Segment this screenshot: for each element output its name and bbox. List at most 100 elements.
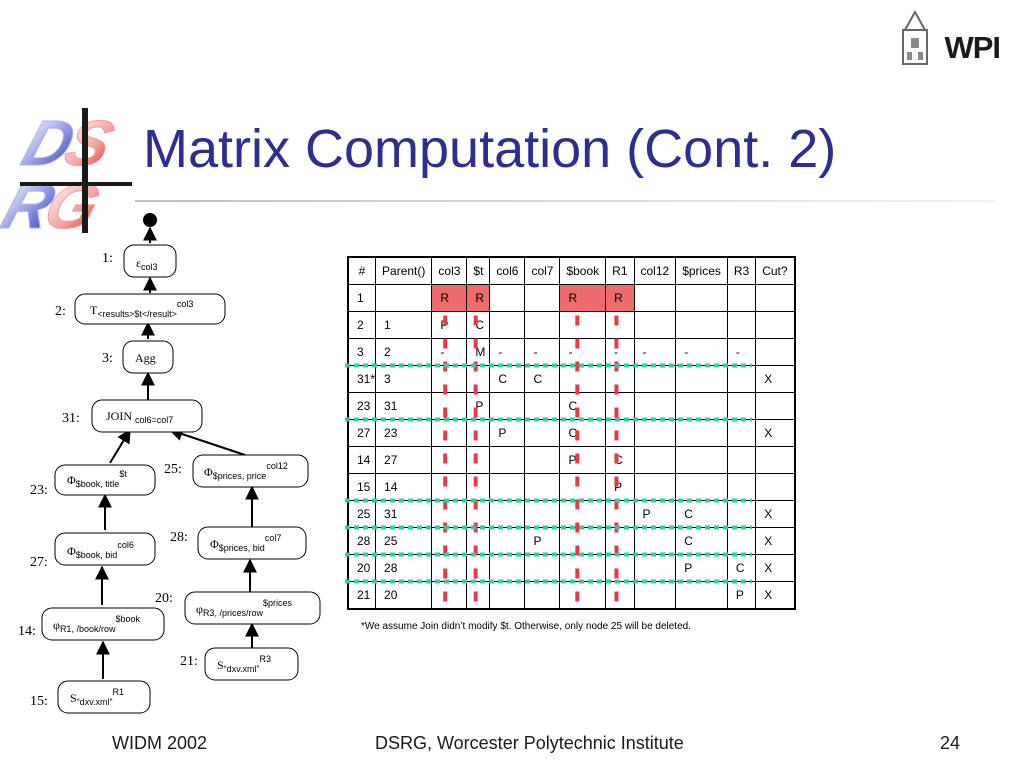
matrix-cell: X — [755, 365, 796, 393]
matrix-cell — [633, 446, 677, 474]
matrix-cell — [633, 284, 677, 312]
node-1-label: εcol3 — [136, 256, 158, 272]
matrix-cell: 1 — [347, 284, 377, 312]
matrix-cell — [755, 338, 796, 366]
matrix-cell — [726, 527, 757, 555]
matrix-cell — [559, 500, 607, 528]
table-row: 20 28 P C X — [347, 554, 796, 582]
node-23-subscript: $book, title — [76, 479, 120, 489]
node-3-label: Agg — [135, 351, 156, 365]
matrix-cell — [726, 284, 757, 312]
matrix-header-cell: col12 — [633, 256, 677, 285]
matrix-cell — [524, 419, 561, 447]
matrix-cell — [675, 365, 728, 393]
node-21-main: S — [217, 658, 224, 672]
matrix-cell: 3 — [347, 338, 377, 366]
matrix-cell — [559, 473, 607, 501]
matrix-cell — [726, 500, 757, 528]
matrix-header-cell: $prices — [675, 256, 728, 285]
matrix-cell: 20 — [347, 554, 377, 582]
node-25-id: 25: — [164, 462, 182, 477]
matrix-cell — [524, 500, 561, 528]
node-14-main: φ — [53, 618, 60, 632]
matrix-table: # Parent() col3 $t col6 col7 $book R1 col12 $pric… — [347, 256, 796, 610]
matrix-cell: 14 — [347, 446, 377, 474]
matrix-cell: 27 — [375, 446, 433, 474]
matrix-cell: 31 — [375, 500, 433, 528]
slide-title: Matrix Computation (Cont. 2) — [143, 119, 837, 179]
matrix-cell — [633, 419, 677, 447]
matrix-cell — [431, 473, 468, 501]
matrix-cell — [633, 527, 677, 555]
matrix-cell — [605, 311, 635, 339]
matrix-cell: 14 — [375, 473, 433, 501]
matrix-cell — [559, 554, 607, 582]
matrix-cell: P — [431, 311, 468, 339]
matrix-cell — [431, 419, 468, 447]
matrix-cell — [755, 311, 796, 339]
node-20-subscript: R3, /prices/row — [203, 608, 264, 618]
matrix-cell: X — [755, 581, 796, 610]
node-14-subscript: R1, /book/row — [60, 624, 116, 634]
matrix-cell — [524, 473, 561, 501]
footer-left: WIDM 2002 — [112, 733, 208, 753]
matrix-cell — [466, 446, 491, 474]
matrix-cell — [489, 473, 526, 501]
matrix-cell — [489, 392, 526, 420]
node-14-superscript: $book — [115, 614, 140, 624]
node-2-label: T<results>$t</result>col3 — [90, 299, 193, 319]
wpi-logo-text: WPI — [944, 30, 1001, 65]
matrix-cell — [726, 473, 757, 501]
matrix-header-cell: col7 — [524, 256, 561, 285]
matrix-cell — [633, 473, 677, 501]
matrix-cell — [466, 554, 491, 582]
matrix-cell — [605, 527, 635, 555]
matrix-cell — [726, 419, 757, 447]
matrix-cell — [524, 392, 561, 420]
matrix-cell: 23 — [375, 419, 433, 447]
node-23-main: Φ — [67, 473, 76, 487]
node-21-label: S“dxv.xml”R3 — [217, 654, 271, 674]
matrix-cell — [559, 527, 607, 555]
matrix-cell — [489, 500, 526, 528]
matrix-cell — [755, 284, 796, 312]
query-plan-tree: 1: εcol3 2: T<results>$t</result>col3 3:… — [18, 213, 321, 714]
table-row: 28 25 P C X — [347, 527, 796, 555]
matrix-cell: P — [605, 473, 635, 501]
node-28-id: 28: — [170, 530, 188, 545]
node-27-box — [54, 532, 156, 566]
matrix-cell — [466, 419, 491, 447]
node-15-box — [57, 680, 151, 714]
matrix-cell: X — [755, 500, 796, 528]
matrix-cell: X — [755, 527, 796, 555]
matrix-header-cell: col3 — [431, 256, 468, 285]
node-1-subscript: col3 — [141, 262, 158, 272]
matrix-cell: R — [559, 284, 607, 312]
node-27-subscript: $book, bid — [76, 550, 118, 560]
matrix-cell: 25 — [347, 500, 377, 528]
node-3-id: 3: — [102, 351, 113, 366]
matrix-cell: P — [559, 446, 607, 474]
matrix-cell: X — [755, 419, 796, 447]
matrix-header-cell: $t — [466, 256, 491, 285]
matrix-cell — [675, 419, 728, 447]
table-row: 27 23 P C X — [347, 419, 796, 447]
matrix-cell: P — [524, 527, 561, 555]
matrix-cell: P — [489, 419, 526, 447]
node-14-box — [41, 607, 165, 641]
node-27-superscript: col6 — [117, 540, 134, 550]
matrix-cell: C — [675, 500, 728, 528]
node-20-superscript: $prices — [263, 598, 293, 608]
matrix-cell — [489, 581, 526, 610]
node-15-id: 15: — [30, 694, 48, 709]
matrix-cell — [524, 446, 561, 474]
table-row: 31* 3 C C X — [347, 365, 796, 393]
matrix-cell — [726, 311, 757, 339]
matrix-cell — [559, 581, 607, 610]
matrix-cell — [675, 581, 728, 610]
matrix-cell — [466, 473, 491, 501]
matrix-cell — [489, 527, 526, 555]
